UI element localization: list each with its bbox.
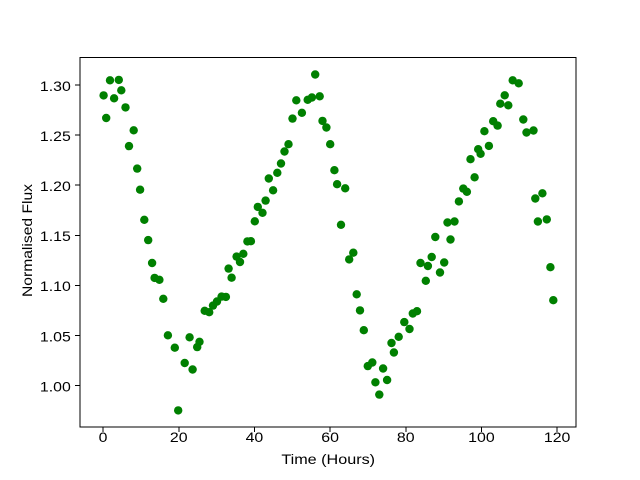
svg-text:80: 80: [397, 429, 415, 445]
svg-text:40: 40: [246, 429, 264, 445]
svg-text:Time (Hours): Time (Hours): [281, 451, 375, 467]
svg-text:0: 0: [99, 429, 108, 445]
svg-text:1.30: 1.30: [40, 78, 71, 94]
svg-text:1.25: 1.25: [40, 128, 71, 144]
svg-text:1.20: 1.20: [40, 178, 71, 194]
svg-text:1.15: 1.15: [40, 228, 71, 244]
svg-text:100: 100: [468, 429, 495, 445]
svg-text:20: 20: [170, 429, 188, 445]
svg-text:120: 120: [544, 429, 571, 445]
svg-text:60: 60: [321, 429, 339, 445]
svg-text:1.05: 1.05: [40, 328, 71, 344]
svg-text:1.10: 1.10: [40, 278, 71, 294]
svg-text:Normalised Flux: Normalised Flux: [19, 184, 35, 297]
svg-text:1.00: 1.00: [40, 378, 71, 394]
